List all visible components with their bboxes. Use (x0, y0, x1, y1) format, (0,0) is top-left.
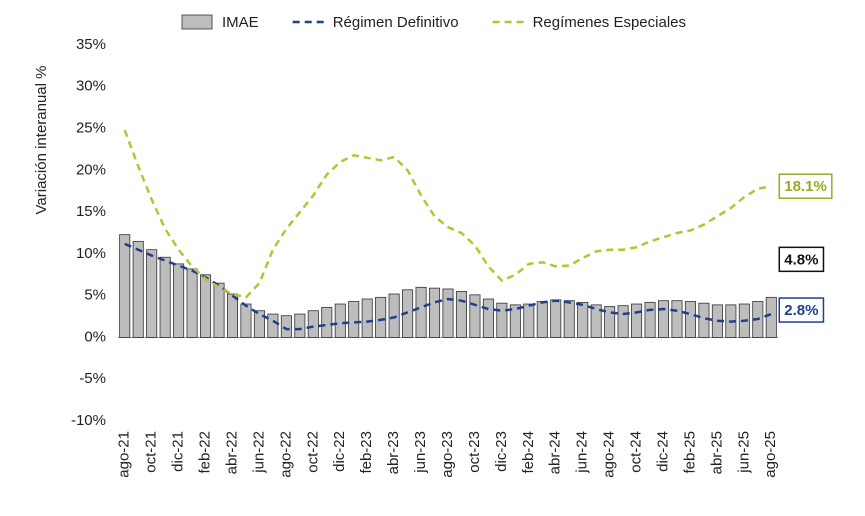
x-tick-label: jun-25 (735, 431, 752, 474)
legend-label: Regímenes Especiales (533, 14, 686, 31)
x-tick-label: feb-25 (681, 431, 698, 474)
end-label: 4.8% (778, 246, 825, 273)
x-tick-label: ago-23 (439, 431, 456, 478)
bar (213, 282, 225, 338)
bar (267, 313, 279, 338)
bar (334, 303, 346, 338)
x-tick-label: abr-25 (708, 431, 725, 474)
x-tick-label: ago-22 (277, 431, 294, 478)
bar (361, 298, 373, 338)
bar (375, 296, 387, 338)
bar (684, 301, 696, 338)
x-tick-label: jun-23 (412, 431, 429, 474)
x-tick-label: feb-22 (197, 431, 214, 474)
y-tick-label: -5% (79, 370, 106, 387)
x-tick-label: dic-23 (493, 431, 510, 472)
x-tick-label: oct-23 (466, 431, 483, 473)
bar (536, 301, 548, 338)
bar (294, 313, 306, 338)
bar (577, 301, 589, 338)
bar (631, 303, 643, 338)
bar (307, 310, 319, 338)
line (123, 129, 772, 299)
bar (253, 310, 265, 338)
y-tick-label: 0% (84, 328, 106, 345)
bar (469, 294, 481, 338)
bar (226, 293, 239, 338)
x-tick-label: dic-24 (654, 431, 671, 472)
end-label-text: 2.8% (784, 302, 818, 319)
bar (388, 293, 400, 338)
y-axis-label: Variación interanual % (33, 66, 50, 215)
x-tick-label: oct-22 (304, 431, 321, 473)
bar (698, 302, 710, 338)
bar (455, 291, 467, 338)
legend-label: Régimen Definitivo (333, 14, 459, 31)
legend-swatch (181, 14, 213, 30)
end-label-box (778, 173, 833, 199)
bar (482, 298, 494, 338)
legend-label: IMAE (222, 14, 259, 31)
x-tick-label: abr-22 (223, 431, 240, 474)
bar (200, 274, 212, 338)
bar (240, 303, 252, 338)
bar (146, 249, 158, 338)
y-tick-label: -10% (71, 412, 106, 429)
y-tick-label: 35% (76, 36, 106, 53)
bar (159, 256, 171, 338)
x-tick-label: oct-21 (143, 431, 160, 473)
x-tick-label: oct-24 (628, 431, 645, 473)
x-tick-label: ago-21 (116, 431, 133, 478)
y-tick-label: 20% (76, 161, 106, 178)
y-tick-label: 15% (76, 203, 106, 220)
x-tick-label: dic-22 (331, 431, 348, 472)
x-tick-label: feb-24 (520, 431, 537, 474)
end-label-box (778, 246, 825, 273)
bar (523, 303, 535, 338)
bar (671, 300, 683, 338)
x-tick-label: feb-23 (358, 431, 375, 474)
bar (644, 301, 656, 338)
x-tick-label: jun-22 (250, 431, 267, 474)
bar (442, 288, 454, 338)
x-tick-label: abr-24 (547, 431, 564, 474)
line (124, 242, 772, 331)
x-tick-label: dic-21 (170, 431, 187, 472)
bar (280, 315, 292, 338)
y-tick-label: 25% (76, 120, 106, 137)
bar (429, 287, 441, 338)
end-label-box (778, 297, 825, 323)
y-tick-label: 10% (76, 245, 106, 262)
bar (173, 263, 185, 338)
bar (590, 304, 602, 338)
end-label-text: 4.8% (784, 251, 818, 268)
end-label-text: 18.1% (784, 178, 827, 195)
bar (186, 268, 198, 338)
bar (348, 301, 360, 338)
end-label: 2.8% (778, 297, 825, 323)
bar (415, 286, 427, 338)
x-tick-label: abr-23 (385, 431, 402, 474)
bar (132, 240, 144, 338)
bar (509, 304, 521, 338)
bar (496, 302, 508, 338)
end-label: 18.1% (778, 173, 833, 199)
x-tick-label: jun-24 (574, 431, 591, 474)
y-tick-label: 30% (76, 78, 106, 95)
bar (119, 234, 131, 338)
bar (617, 305, 629, 338)
bar (321, 306, 333, 338)
x-tick-label: ago-25 (762, 431, 779, 478)
bar (657, 300, 670, 338)
bar (765, 296, 777, 338)
bar (604, 306, 616, 338)
x-tick-label: ago-24 (601, 431, 618, 478)
y-tick-label: 5% (84, 287, 106, 304)
bar (563, 300, 575, 338)
bar (550, 299, 562, 338)
